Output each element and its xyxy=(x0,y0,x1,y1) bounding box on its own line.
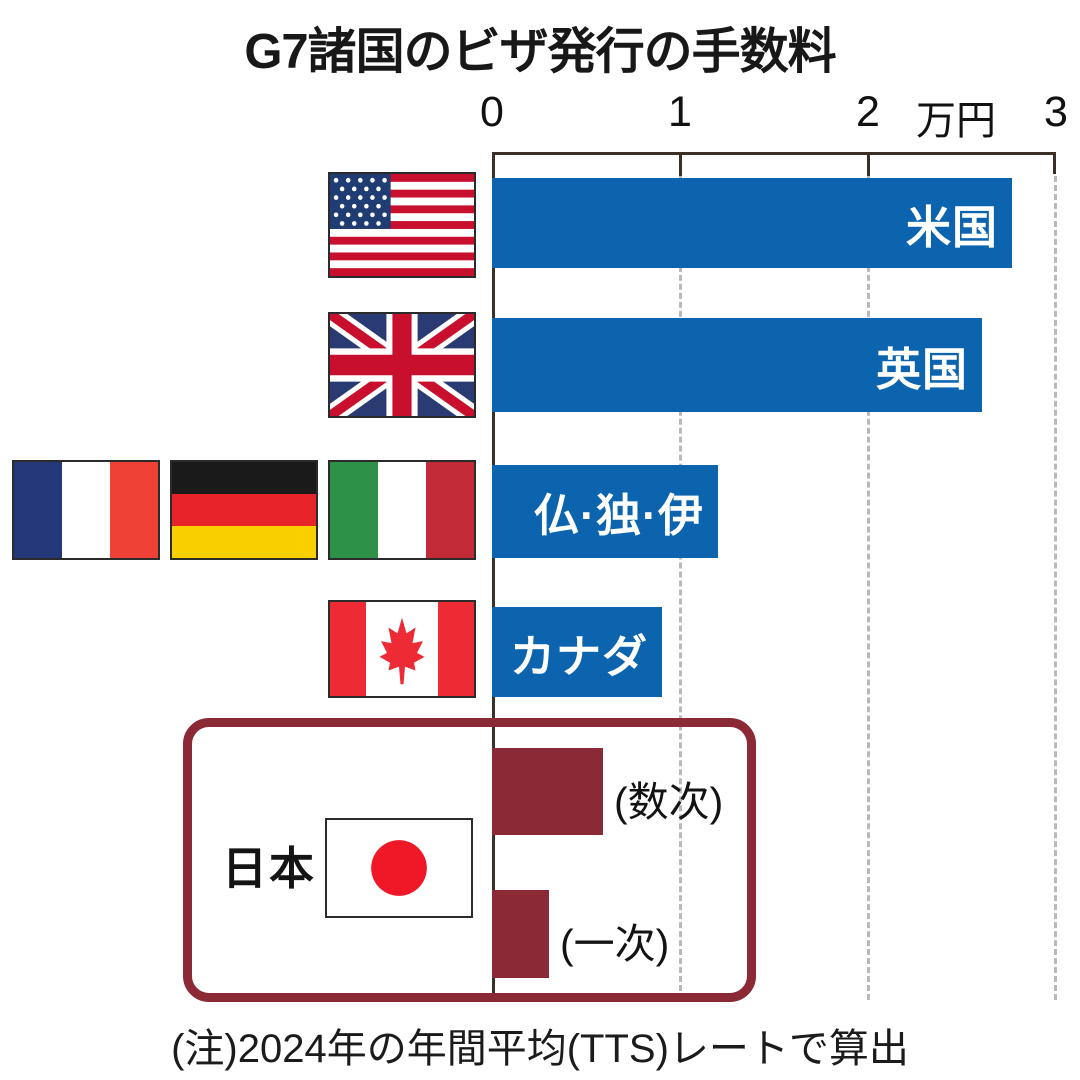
page-title: G7諸国のビザ発行の手数料 xyxy=(244,25,836,79)
bar-row-fr-de-it: 仏·独·伊 xyxy=(492,465,718,558)
annotation-japan-multiple: (数次) xyxy=(614,779,724,825)
flag-us-icon xyxy=(328,172,476,278)
flag-it-icon xyxy=(328,460,476,560)
plot-frame xyxy=(492,152,1056,174)
y-axis-line xyxy=(492,152,495,1000)
axis-tick-2: 2 xyxy=(856,88,880,136)
flag-ca-icon xyxy=(328,600,476,698)
japan-label: 日本 xyxy=(222,843,317,894)
bar-row-ca: カナダ xyxy=(492,607,662,697)
bar-japan-multiple xyxy=(492,748,603,835)
bar-label-ca: カナダ xyxy=(509,630,648,682)
flag-gb-icon xyxy=(328,312,476,418)
flag-de-icon xyxy=(170,460,318,560)
axis-tick-0: 0 xyxy=(480,88,504,136)
annotation-japan-single: (一次) xyxy=(560,921,670,967)
gridline-2 xyxy=(867,176,870,1000)
bar-row-us: 米国 xyxy=(492,178,1012,268)
bar-label-gb: 英国 xyxy=(875,343,968,395)
axis-tick-3: 3 xyxy=(1044,88,1068,136)
axis-tick-labels: 0 1 2 万円 3 xyxy=(0,88,1080,143)
axis-tick-1: 1 xyxy=(668,88,692,136)
gridline-1 xyxy=(679,176,682,1000)
frame-tick-1 xyxy=(679,152,682,176)
flag-jp-icon xyxy=(325,818,473,918)
bar-row-gb: 英国 xyxy=(492,318,982,412)
axis-unit-label: 万円 xyxy=(916,99,996,143)
bar-label-fr-de-it: 仏·独·伊 xyxy=(534,490,704,541)
bar-label-us: 米国 xyxy=(905,201,998,253)
gridline-3 xyxy=(1054,176,1057,1000)
frame-tick-2 xyxy=(867,152,870,176)
flag-fr-icon xyxy=(12,460,160,560)
footnote: (注)2024年の年間平均(TTS)レートで算出 xyxy=(171,1027,909,1071)
bar-japan-single xyxy=(492,890,549,978)
japan-highlight-box xyxy=(183,718,756,1002)
